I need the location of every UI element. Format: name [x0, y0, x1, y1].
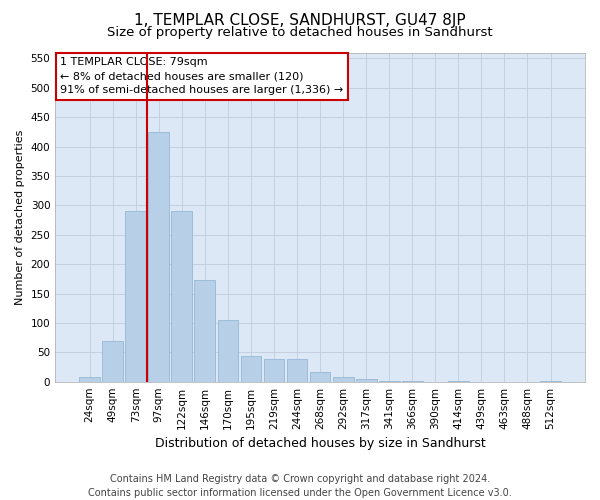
Bar [102, 340, 123, 382]
Bar [310, 372, 331, 382]
Y-axis label: Number of detached properties: Number of detached properties [15, 130, 25, 305]
Bar [194, 280, 215, 382]
Bar [263, 360, 284, 382]
Bar [448, 380, 469, 382]
Bar [356, 378, 377, 382]
Bar [540, 380, 561, 382]
Bar [218, 320, 238, 382]
Text: 1, TEMPLAR CLOSE, SANDHURST, GU47 8JP: 1, TEMPLAR CLOSE, SANDHURST, GU47 8JP [134, 12, 466, 28]
Bar [333, 377, 353, 382]
Bar [172, 211, 192, 382]
Bar [79, 377, 100, 382]
X-axis label: Distribution of detached houses by size in Sandhurst: Distribution of detached houses by size … [155, 437, 485, 450]
Bar [287, 360, 307, 382]
Bar [125, 211, 146, 382]
Bar [148, 132, 169, 382]
Text: 1 TEMPLAR CLOSE: 79sqm
← 8% of detached houses are smaller (120)
91% of semi-det: 1 TEMPLAR CLOSE: 79sqm ← 8% of detached … [61, 58, 344, 96]
Text: Contains HM Land Registry data © Crown copyright and database right 2024.
Contai: Contains HM Land Registry data © Crown c… [88, 474, 512, 498]
Text: Size of property relative to detached houses in Sandhurst: Size of property relative to detached ho… [107, 26, 493, 39]
Bar [379, 380, 400, 382]
Bar [241, 356, 262, 382]
Bar [402, 380, 422, 382]
